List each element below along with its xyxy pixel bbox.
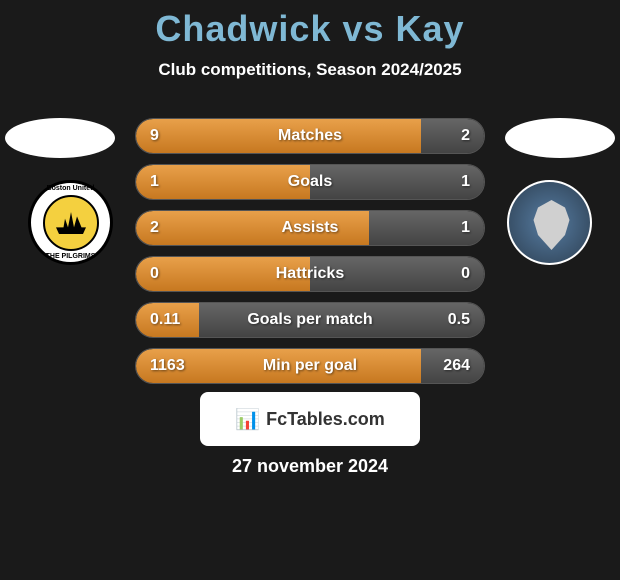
brand-text: FcTables.com bbox=[266, 409, 385, 430]
team1-badge-inner bbox=[43, 195, 99, 251]
stat-label: Assists bbox=[136, 219, 484, 237]
team2-badge bbox=[507, 180, 592, 265]
stat-row: 92Matches bbox=[135, 118, 485, 154]
brand-badge[interactable]: 📊 FcTables.com bbox=[200, 392, 420, 446]
team1-badge: Boston United THE PILGRIMS bbox=[28, 180, 113, 265]
team1-motto: THE PILGRIMS bbox=[31, 253, 110, 260]
player1-photo bbox=[5, 118, 115, 158]
stat-row: 0.110.5Goals per match bbox=[135, 302, 485, 338]
stat-label: Goals bbox=[136, 173, 484, 191]
stat-label: Hattricks bbox=[136, 265, 484, 283]
page-title: Chadwick vs Kay bbox=[0, 0, 620, 50]
stat-label: Goals per match bbox=[136, 311, 484, 329]
stat-row: 00Hattricks bbox=[135, 256, 485, 292]
stats-container: 92Matches 11Goals 21Assists 00Hattricks 0.11… bbox=[135, 118, 485, 394]
chart-icon: 📊 bbox=[235, 407, 260, 432]
owl-icon bbox=[529, 200, 574, 250]
stat-row: 11Goals bbox=[135, 164, 485, 200]
date-text: 27 november 2024 bbox=[0, 456, 620, 477]
stat-label: Min per goal bbox=[136, 357, 484, 375]
stat-row: 21Assists bbox=[135, 210, 485, 246]
stat-row: 1163264Min per goal bbox=[135, 348, 485, 384]
page-subtitle: Club competitions, Season 2024/2025 bbox=[0, 60, 620, 80]
team1-name: Boston United bbox=[31, 185, 110, 192]
player2-photo bbox=[505, 118, 615, 158]
stat-label: Matches bbox=[136, 127, 484, 145]
ship-icon bbox=[56, 212, 86, 234]
